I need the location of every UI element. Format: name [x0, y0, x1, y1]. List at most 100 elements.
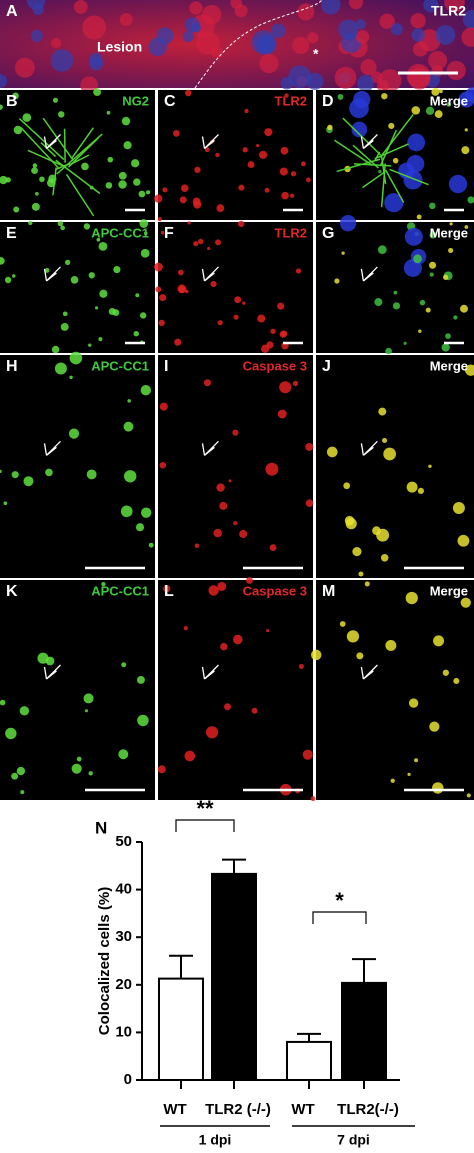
x-tick-label: TLR2 (-/-): [205, 1101, 271, 1118]
cell: [172, 129, 180, 137]
cell: [393, 290, 398, 295]
cell: [277, 409, 287, 419]
cell: [5, 727, 17, 740]
cell: [390, 778, 395, 783]
nucleus: [32, 3, 44, 16]
nucleus: [119, 13, 133, 27]
cell: [264, 128, 273, 137]
cell: [184, 750, 196, 762]
cell: [228, 479, 232, 483]
process: [70, 127, 94, 160]
lesion-border: [194, 0, 323, 89]
y-tick-label: 20: [115, 976, 132, 993]
cell: [139, 312, 147, 319]
process: [27, 149, 64, 167]
cell: [244, 108, 249, 114]
cell: [238, 184, 245, 191]
cell: [419, 299, 426, 306]
cell: [69, 375, 73, 380]
cell: [160, 230, 165, 235]
process: [67, 136, 100, 168]
significance-bracket: [312, 911, 367, 924]
cell: [127, 399, 131, 403]
cell: [0, 699, 6, 706]
cell: [0, 257, 5, 265]
nucleus: [82, 15, 107, 40]
cell: [264, 187, 270, 193]
nucleus: [462, 9, 474, 29]
nucleus: [446, 60, 466, 81]
nucleus: [189, 1, 203, 15]
cell: [452, 502, 465, 514]
significance-label: **: [196, 796, 214, 821]
cell: [306, 177, 311, 183]
nucleus: [307, 32, 319, 44]
micrograph: [316, 355, 474, 578]
region-label: Lesion: [97, 39, 142, 55]
cell: [256, 143, 260, 148]
nucleus: [321, 0, 341, 15]
cell: [135, 523, 145, 532]
cell: [83, 223, 91, 230]
cell: [392, 157, 399, 164]
cell: [356, 652, 364, 660]
cell: [247, 161, 255, 168]
cell: [159, 461, 167, 469]
micrograph: [0, 355, 155, 578]
cell: [68, 428, 80, 439]
cell: [277, 302, 285, 310]
arrow: [43, 266, 61, 282]
panel-letter: E: [6, 225, 17, 242]
cell: [121, 116, 131, 126]
cell: [140, 385, 152, 396]
cell: [411, 106, 421, 115]
nucleus: [51, 38, 62, 49]
panel-letter: D: [322, 93, 334, 110]
cell: [39, 176, 45, 183]
nucleus: [379, 13, 395, 29]
cell: [148, 542, 154, 548]
nucleus: [292, 36, 310, 54]
cell: [12, 274, 16, 278]
cell: [232, 429, 239, 436]
cell: [37, 652, 49, 664]
process: [55, 162, 71, 171]
cell: [3, 501, 8, 506]
cell: [290, 171, 297, 177]
cell: [238, 220, 245, 228]
panel-label: TLR2: [275, 225, 308, 240]
cell: [349, 98, 369, 119]
cell: [5, 177, 11, 183]
process: [379, 113, 414, 159]
cell: [4, 276, 12, 284]
cell: [376, 528, 390, 542]
cell: [448, 174, 468, 194]
nucleus: [251, 30, 276, 55]
cell: [154, 194, 163, 203]
arrow: [360, 664, 378, 680]
cell: [135, 293, 140, 298]
cell: [233, 521, 238, 526]
micrograph: [316, 222, 474, 353]
cell: [70, 276, 79, 284]
arrow: [360, 266, 378, 282]
cell: [81, 162, 89, 171]
cell: [217, 581, 227, 591]
nucleus: [412, 41, 428, 57]
cell: [107, 156, 114, 163]
cell: [44, 267, 50, 273]
cell: [210, 280, 217, 288]
cell: [76, 756, 82, 762]
cell: [51, 345, 60, 354]
y-tick-label: 10: [115, 1023, 132, 1040]
nucleus: [444, 0, 465, 13]
cell: [98, 241, 108, 251]
cell: [251, 707, 258, 714]
cell: [219, 501, 228, 510]
cell: [101, 581, 106, 587]
cell: [425, 106, 435, 115]
panel-letter: I: [164, 358, 168, 375]
cell: [19, 706, 30, 716]
bar: [341, 981, 387, 1081]
nucleus: [355, 30, 370, 44]
